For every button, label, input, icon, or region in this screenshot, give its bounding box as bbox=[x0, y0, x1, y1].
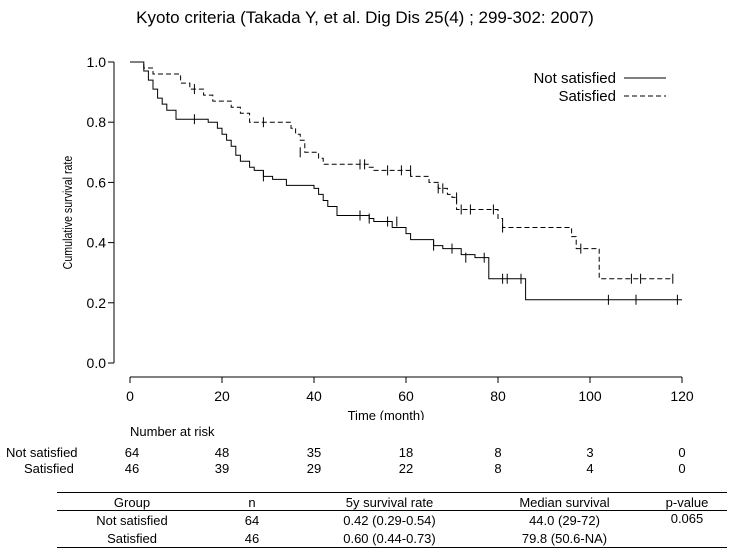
risk-value: 64 bbox=[124, 445, 140, 460]
risk-value: 0 bbox=[678, 445, 686, 460]
y-tick-label: 0.8 bbox=[87, 114, 107, 130]
cell-group: Satisfied bbox=[57, 529, 207, 548]
risk-row-label: Not satisfied bbox=[6, 445, 78, 460]
x-tick-label: 20 bbox=[214, 388, 230, 404]
table-row: Satisfied 46 0.60 (0.44-0.73) 79.8 (50.6… bbox=[57, 529, 727, 548]
x-tick-label: 0 bbox=[126, 388, 134, 404]
cell-n: 64 bbox=[244, 512, 260, 528]
risk-row-label: Satisfied bbox=[24, 461, 74, 476]
y-tick-label: 0.0 bbox=[87, 355, 107, 371]
series-line-satisfied bbox=[130, 61, 673, 280]
x-tick-label: 100 bbox=[578, 388, 602, 404]
summary-table: Group n 5y survival rate Median survival… bbox=[57, 492, 727, 548]
header-median-survival: Median survival bbox=[482, 492, 647, 511]
risk-value: 35 bbox=[306, 445, 322, 460]
cell-p-value-empty bbox=[647, 529, 727, 548]
risk-value: 18 bbox=[398, 445, 414, 460]
x-tick-label: 40 bbox=[306, 388, 322, 404]
risk-value: 8 bbox=[494, 445, 502, 460]
risk-value: 0 bbox=[678, 461, 686, 476]
cell-5y-survival: 0.60 (0.44-0.73) bbox=[297, 529, 482, 548]
header-5y-survival: 5y survival rate bbox=[297, 492, 482, 511]
x-axis-label: Time (month) bbox=[348, 408, 425, 420]
series-line-not-satisfied bbox=[130, 61, 682, 301]
table-row: Not satisfied 64 0.42 (0.29-0.54) 44.0 (… bbox=[57, 511, 727, 530]
cell-5y-survival: 0.42 (0.29-0.54) bbox=[343, 512, 436, 528]
risk-value: 29 bbox=[306, 461, 322, 476]
cell-median-survival: 44.0 (29-72) bbox=[529, 512, 600, 528]
legend-label: Not satisfied bbox=[533, 70, 616, 87]
risk-value: 3 bbox=[586, 445, 594, 460]
risk-value: 8 bbox=[494, 461, 502, 476]
y-tick-label: 0.4 bbox=[87, 235, 107, 251]
x-tick-label: 60 bbox=[398, 388, 414, 404]
header-n: n bbox=[207, 492, 297, 511]
cell-group: Not satisfied bbox=[96, 512, 168, 528]
y-tick-label: 1.0 bbox=[87, 54, 107, 70]
x-tick-label: 80 bbox=[490, 388, 506, 404]
risk-value: 4 bbox=[586, 461, 594, 476]
cell-median-survival: 79.8 (50.6-NA) bbox=[482, 529, 647, 548]
risk-value: 39 bbox=[214, 461, 230, 476]
y-tick-label: 0.2 bbox=[87, 295, 107, 311]
y-axis-label: Cumulative survival rate bbox=[60, 155, 75, 269]
cell-p-value: 0.065 bbox=[670, 511, 704, 526]
risk-value: 22 bbox=[398, 461, 414, 476]
header-p-value: p-value bbox=[647, 492, 727, 511]
x-tick-label: 120 bbox=[670, 388, 694, 404]
cell-n: 46 bbox=[207, 529, 297, 548]
header-group: Group bbox=[57, 492, 207, 511]
risk-value: 48 bbox=[214, 445, 230, 460]
risk-table-heading: Number at risk bbox=[130, 424, 215, 439]
summary-header-row: Group n 5y survival rate Median survival… bbox=[57, 492, 727, 511]
risk-value: 46 bbox=[124, 461, 140, 476]
survival-chart: 0 20 40 60 80 100 120 0.0 0.2 0.4 0.6 0.8 1.0 Time (m… bbox=[60, 54, 694, 420]
chart-title: Kyoto criteria (Takada Y, et al. Dig Dis… bbox=[136, 8, 594, 27]
legend-label: Satisfied bbox=[558, 88, 616, 105]
y-tick-label: 0.6 bbox=[87, 174, 107, 190]
